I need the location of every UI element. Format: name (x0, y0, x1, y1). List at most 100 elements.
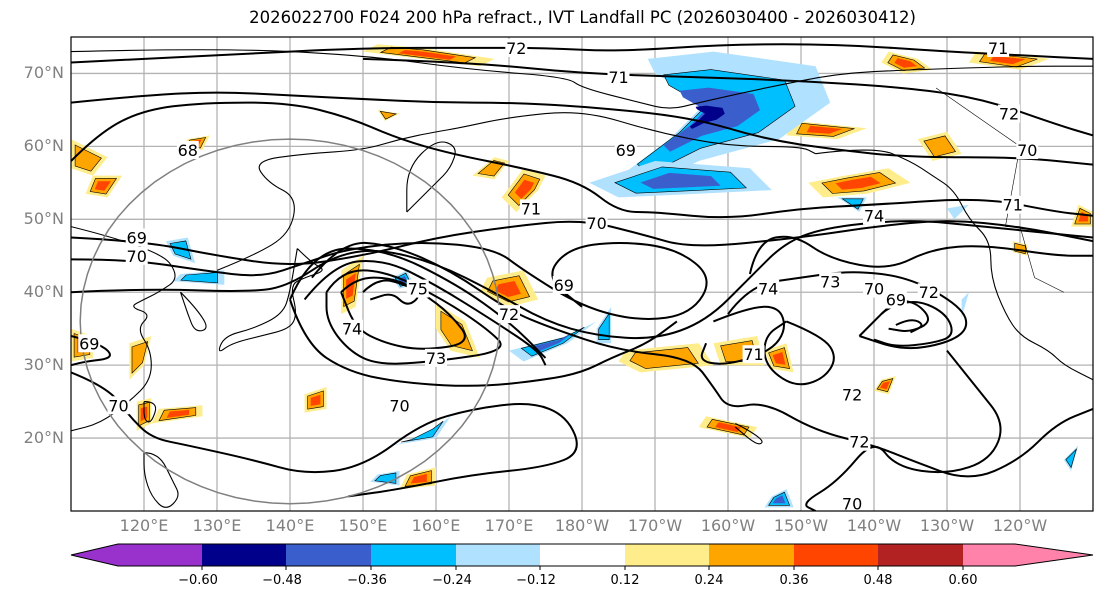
lat-tick-label: 20°N (23, 428, 64, 448)
contour-label: 72 (849, 433, 869, 452)
lon-tick-label: 170°E (484, 516, 534, 535)
lon-tick-label: 130°E (192, 516, 242, 535)
contour-label-bg (998, 104, 1021, 123)
contour-label: 73 (426, 349, 446, 368)
shading-patch (392, 416, 451, 446)
colorbar-tick-label: 0.48 (863, 573, 893, 588)
contour-line (895, 319, 923, 334)
coastline (406, 141, 456, 213)
contour-label-bg (863, 206, 885, 225)
contour-label: 74 (864, 207, 884, 226)
contour-label: 72 (999, 105, 1019, 124)
coastline (143, 452, 179, 508)
colorbar-segment (286, 544, 372, 566)
coastlines (71, 49, 1093, 508)
contour-label-bg (841, 385, 864, 404)
shading-patch (310, 394, 321, 406)
range-circle-line (79, 138, 501, 505)
contour-line (71, 220, 1093, 340)
colorbar-segment (709, 544, 795, 566)
contour-label: 69 (554, 276, 574, 295)
range-circle (79, 138, 501, 505)
contour-label: 69 (127, 229, 147, 248)
shading-patch (495, 281, 521, 297)
contour-label: 69 (79, 334, 99, 353)
contour-line (700, 305, 785, 365)
contour-label-bg (498, 305, 520, 324)
contour-label: 70 (864, 280, 884, 299)
colorbar (70, 543, 1094, 570)
shading-patch (169, 240, 192, 260)
coastline (143, 401, 157, 423)
contour-label-bg (176, 141, 199, 160)
contour-label-bg (552, 275, 575, 294)
colorbar-tick-label: 0.12 (610, 573, 640, 588)
lon-tick-label: 150°E (338, 516, 388, 535)
contour-label-bg (987, 38, 1010, 57)
contour-label-bg (1016, 141, 1039, 160)
colorbar-segment (456, 544, 541, 566)
lon-tick-label: 160°E (411, 516, 461, 535)
colorbar-tick-label: 0.24 (694, 573, 724, 588)
shading-patch (835, 176, 881, 190)
shading-patch (598, 312, 610, 341)
lat-tick-label: 40°N (23, 282, 64, 302)
colorbar-segment (540, 544, 626, 566)
contour-label: 68 (178, 141, 198, 160)
shading-patch (401, 420, 444, 443)
contour-label-bg (406, 279, 429, 298)
lat-tick-label: 70°N (23, 63, 64, 83)
colorbar-tick-label: 0.36 (779, 573, 809, 588)
colorbar-segment (371, 544, 457, 566)
contour-label: 75 (408, 280, 428, 299)
contour-label-bg (757, 279, 780, 298)
contour-label-bg (585, 213, 608, 232)
contour-label-bg (614, 141, 637, 160)
contour-label-bg (848, 432, 871, 451)
shading-patch (640, 172, 721, 189)
shading-patch (689, 105, 725, 129)
contour-label-bg (125, 228, 148, 247)
coastline (71, 226, 176, 432)
colorbar-segment (202, 544, 287, 566)
chart-title: 2026022700 F024 200 hPa refract., IVT La… (249, 8, 916, 27)
contour-label: 69 (886, 291, 906, 310)
lon-tick-label: 140°E (265, 516, 315, 535)
contour-line (71, 371, 578, 498)
contour-line (311, 241, 1093, 478)
contour-label-bg (841, 494, 864, 511)
contour-label-bg (505, 38, 528, 57)
shading-patch (806, 125, 843, 134)
contour-line (325, 269, 502, 365)
shading-layer (71, 44, 1093, 508)
contour-line (303, 259, 547, 366)
shading-patch (477, 160, 505, 177)
lon-tick-label: 120°W (992, 516, 1048, 535)
contour-line (71, 220, 1093, 265)
colorbar-tick-label: −0.60 (178, 573, 218, 588)
shading-patch (961, 292, 969, 318)
colorbar-tick-label: 0.60 (948, 573, 978, 588)
contour-label-bg (78, 334, 101, 353)
colorbar-tick-label: −0.24 (432, 573, 472, 588)
contour-label: 72 (506, 39, 526, 58)
coastline (216, 112, 816, 271)
contour-label-bg (341, 319, 364, 338)
contour-label: 70 (586, 214, 606, 233)
coastline (179, 291, 207, 332)
shading-patch (841, 198, 864, 210)
lon-tick-label: 140°W (846, 516, 902, 535)
colorbar-tick-label: −0.48 (262, 573, 302, 588)
contour-label: 70 (108, 396, 128, 415)
shading-patch (533, 333, 573, 351)
contour-label: 72 (842, 385, 862, 404)
shading-patch (923, 135, 956, 158)
contour-label: 70 (1017, 141, 1037, 160)
contour-label-bg (425, 348, 447, 367)
contour-label: 70 (127, 247, 147, 266)
contour-label: 71 (988, 39, 1008, 58)
contour-label: 74 (758, 280, 778, 299)
lon-tick-label: 180°W (554, 516, 610, 535)
contour-label-bg (884, 290, 907, 309)
